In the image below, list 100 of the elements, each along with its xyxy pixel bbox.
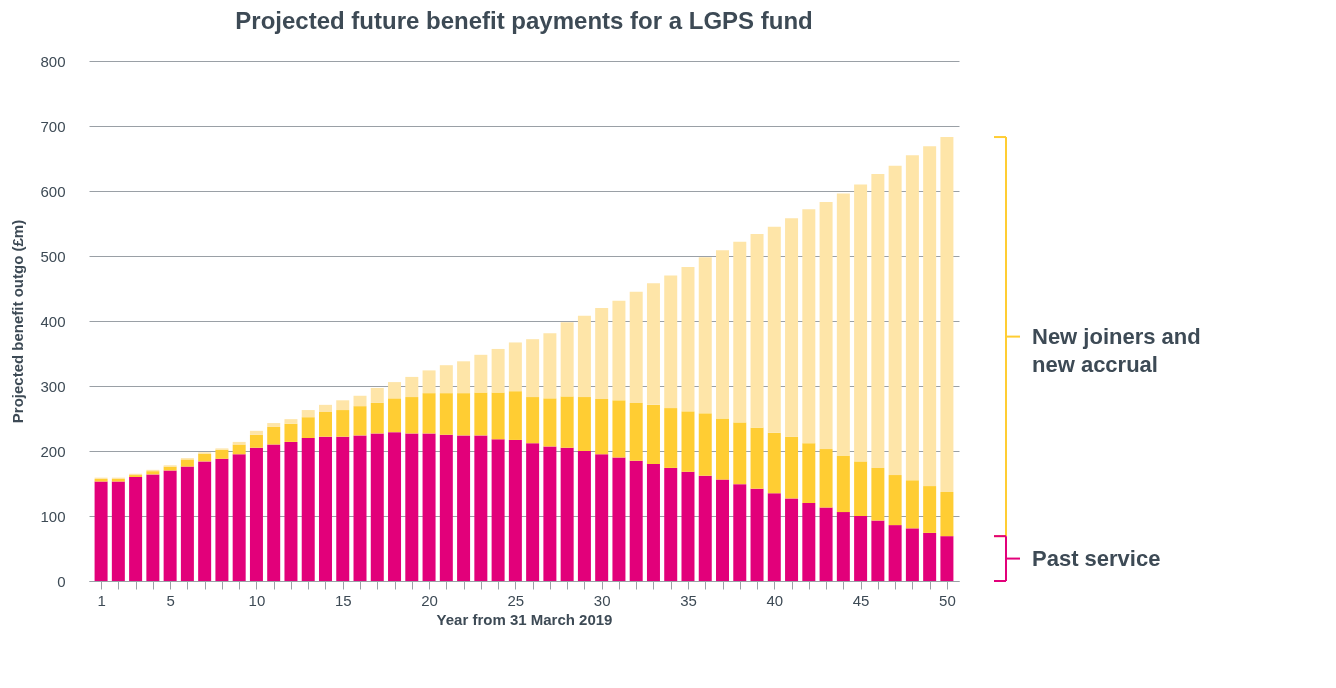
bar [681,471,695,581]
bar [767,493,781,581]
text: Past service [1032,545,1161,571]
x-tick-label: 50 [939,591,956,609]
y-tick-label: 300 [40,377,66,395]
bar [267,426,281,445]
bar [474,392,488,436]
bar [750,233,764,428]
bar [836,512,850,581]
bar [526,397,540,444]
bar [698,475,712,581]
bar [457,435,471,581]
chart-title: Projected future benefit payments for a LGPS fund [235,7,813,34]
bar [595,308,609,399]
bar [733,484,747,581]
bar [353,406,367,436]
bar [716,479,730,581]
bar [336,410,350,437]
bar [785,218,799,437]
bar [612,300,626,401]
bar [595,399,609,455]
bar [249,430,263,435]
bar [198,453,212,462]
bar [836,455,850,513]
y-tick-label: 700 [40,117,66,135]
y-tick-label: 500 [40,247,66,265]
bar [474,435,488,581]
bar [457,393,471,436]
bar [577,315,591,398]
bar [543,398,557,447]
bar [681,411,695,472]
x-tick-label: 30 [593,591,611,609]
bar [163,470,177,581]
x-tick-label: 1 [97,591,106,609]
bar [802,443,816,503]
bar [198,461,212,581]
bar [491,348,505,393]
bar [405,433,419,581]
bar [249,447,263,581]
bar [698,413,712,476]
bar [750,488,764,581]
bar [508,342,522,392]
bar [698,257,712,414]
bar [836,193,850,456]
bar [232,441,246,445]
bar [267,444,281,581]
bar [180,459,194,467]
bar [819,507,833,581]
y-tick-label: 200 [40,442,66,460]
bar [543,333,557,399]
bar [284,441,298,581]
y-tick-label: 100 [40,507,66,525]
bar [888,475,902,526]
bar [819,202,833,450]
bar [750,427,764,489]
bar [284,419,298,424]
bar [491,392,505,440]
bar [819,449,833,508]
bar [595,454,609,581]
bar [664,408,678,468]
bar [301,438,315,581]
bar [664,467,678,581]
bar [646,404,660,464]
bar [716,250,730,419]
bar [163,466,177,471]
x-tick-label: 15 [334,591,352,609]
bar [422,433,436,581]
bar [457,361,471,394]
y-tick-label: 800 [40,52,66,70]
bar [905,480,919,529]
bar [888,525,902,581]
x-tick-label: 20 [421,591,438,609]
bar [802,503,816,581]
bar [301,417,315,438]
bar [854,516,868,581]
bar [629,291,643,403]
bar [560,396,574,448]
bar [353,395,367,407]
bar [612,457,626,581]
bar [733,422,747,485]
bar [318,436,332,581]
text: New joiners and new accrual [1032,323,1201,377]
bar [232,454,246,581]
bar [905,528,919,581]
bar [249,434,263,448]
bar [370,387,384,403]
bar [733,241,747,423]
bar [508,391,522,440]
bar [405,376,419,398]
bar [871,174,885,468]
bar [422,370,436,394]
bar [129,477,143,581]
bar [923,532,937,581]
bar [474,354,488,393]
bar [232,444,246,455]
y-axis-title: Projected benefit outgo (£m) [9,219,27,424]
bar [336,436,350,581]
bar [612,400,626,458]
bar [577,397,591,451]
bar [646,464,660,581]
